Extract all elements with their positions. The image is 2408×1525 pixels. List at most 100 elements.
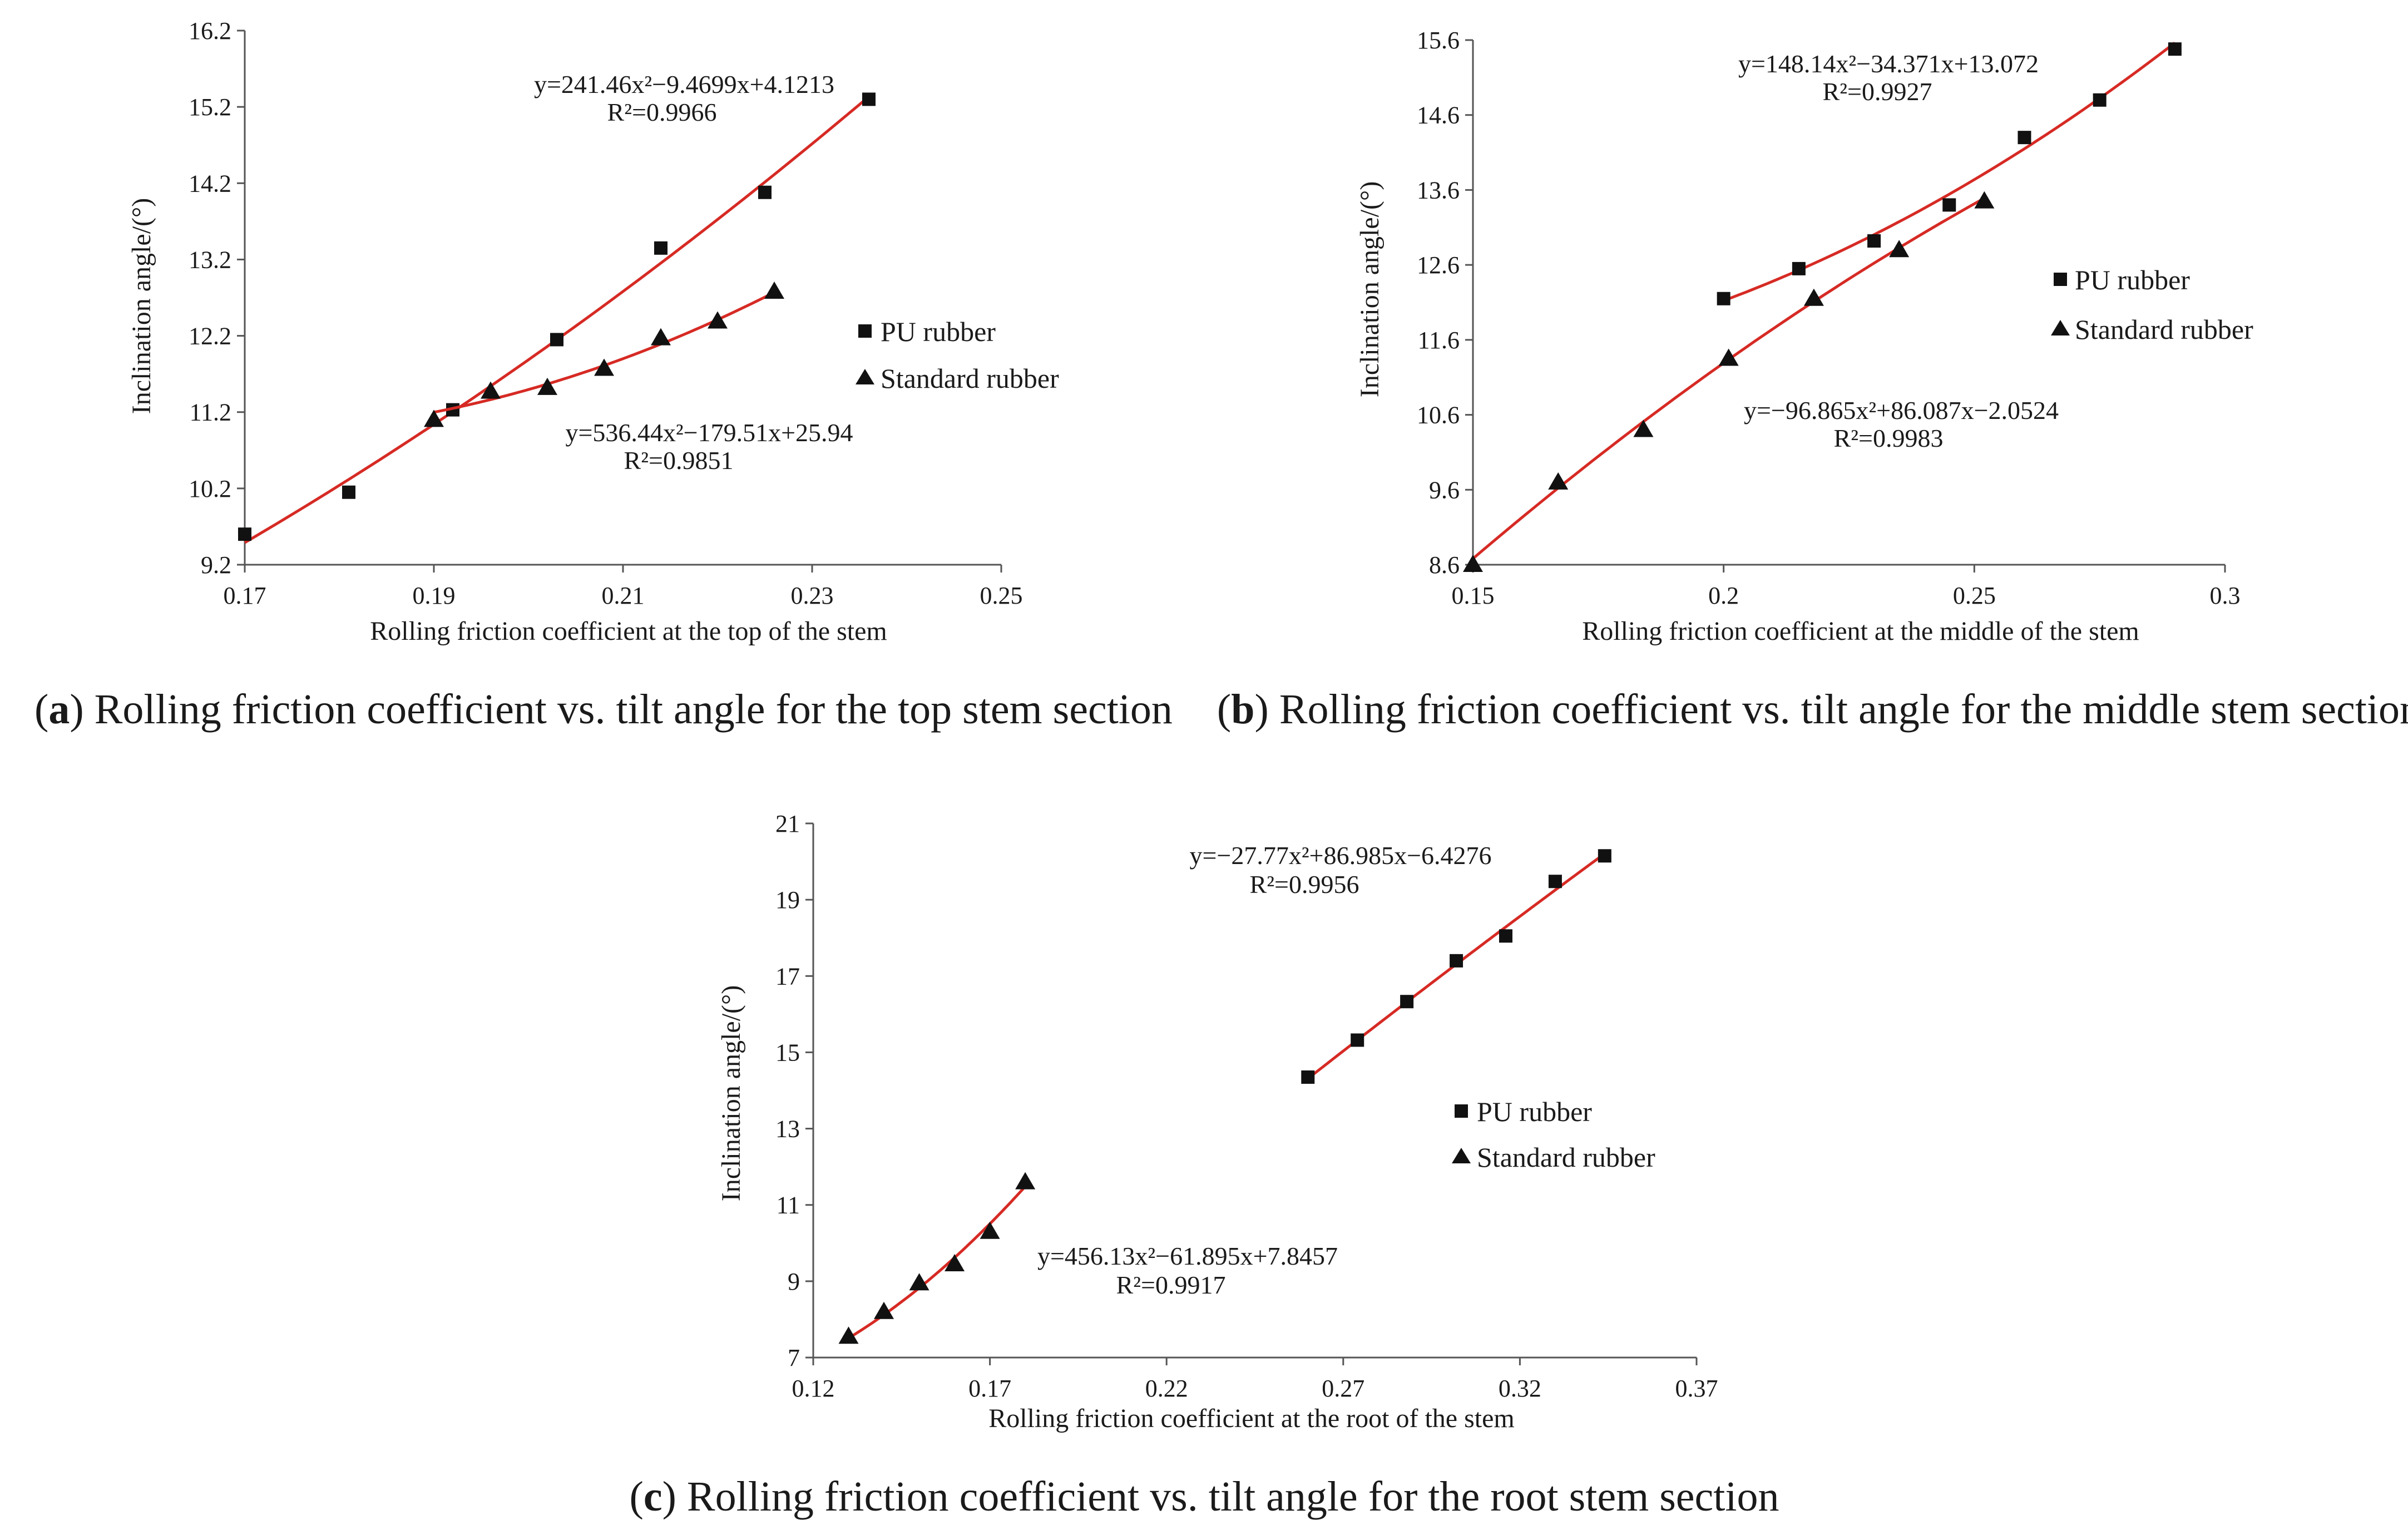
data-point-standard-rubber: [764, 282, 784, 299]
y-tick-label: 9: [788, 1268, 800, 1295]
panel-b-caption-letter: b: [1231, 686, 1254, 733]
y-tick-label: 11: [777, 1192, 800, 1219]
panel-c-caption-text: Rolling friction coefficient vs. tilt an…: [687, 1473, 1779, 1520]
panel-c-legend: PU rubber Standard rubber: [1452, 1096, 1655, 1173]
data-point-pu-rubber: [1400, 995, 1414, 1009]
data-point-standard-rubber: [1015, 1172, 1036, 1190]
x-tick-label: 0.3: [2210, 582, 2241, 609]
data-point-standard-rubber: [424, 409, 444, 427]
data-point-standard-rubber: [874, 1301, 894, 1319]
panel-a-chart: Inclination angle/(°) Rolling friction c…: [34, 17, 1173, 733]
y-tick-label: 14.6: [1417, 102, 1460, 129]
x-tick-label: 0.25: [1953, 582, 1996, 609]
panel-b-standard-r2: R²=0.9983: [1834, 424, 1944, 452]
legend-standard-marker: [1452, 1148, 1471, 1163]
y-tick-label: 8.6: [1429, 551, 1460, 579]
y-tick-label: 14.2: [189, 170, 231, 197]
fit-curve-standard-rubber: [848, 1185, 1026, 1340]
panel-a-caption-letter: a: [48, 686, 70, 733]
x-tick-label: 0.17: [968, 1375, 1011, 1402]
panel-c-chart: Inclination angle/(°) Rolling friction c…: [630, 810, 1779, 1520]
x-tick-label: 0.17: [224, 582, 266, 609]
data-point-standard-rubber: [708, 311, 728, 329]
data-point-pu-rubber: [342, 485, 355, 499]
y-tick-label: 15.2: [189, 93, 231, 121]
legend-pu-label: PU rubber: [881, 316, 996, 347]
y-tick-label: 16.2: [189, 17, 231, 45]
panel-b-pu-r2: R²=0.9927: [1823, 77, 1932, 106]
data-point-standard-rubber: [1803, 288, 1824, 306]
panel-a-caption: (a) Rolling friction coefficient vs. til…: [34, 686, 1173, 733]
panel-a-legend: PU rubber Standard rubber: [856, 316, 1059, 394]
data-point-pu-rubber: [2168, 42, 2182, 56]
data-point-pu-rubber: [238, 527, 251, 541]
data-point-pu-rubber: [862, 92, 876, 106]
data-point-pu-rubber: [1717, 292, 1730, 305]
panel-c-standard-r2: R²=0.9917: [1116, 1271, 1226, 1299]
data-point-pu-rubber: [1351, 1033, 1364, 1047]
data-point-standard-rubber: [1889, 240, 1910, 258]
y-tick-label: 9.6: [1429, 476, 1460, 504]
legend-pu-label: PU rubber: [2075, 264, 2190, 295]
x-tick-label: 0.27: [1322, 1375, 1364, 1402]
data-point-standard-rubber: [537, 377, 557, 395]
x-tick-label: 0.15: [1452, 582, 1495, 609]
y-tick-label: 13.2: [189, 246, 231, 273]
legend-pu-marker: [2054, 273, 2067, 286]
panel-c-ylabel: Inclination angle/(°): [716, 985, 746, 1201]
data-point-standard-rubber: [1548, 472, 1569, 490]
data-point-pu-rubber: [1942, 198, 1956, 212]
legend-pu-label: PU rubber: [1477, 1096, 1592, 1127]
panel-c-caption-letter: c: [644, 1473, 662, 1520]
y-tick-label: 10.2: [189, 475, 231, 502]
data-point-standard-rubber: [838, 1326, 859, 1344]
data-point-pu-rubber: [1499, 929, 1512, 943]
x-tick-label: 0.37: [1675, 1375, 1718, 1402]
y-tick-label: 12.2: [189, 323, 231, 350]
y-tick-label: 17: [775, 963, 800, 990]
panel-b-caption: (b) Rolling friction coefficient vs. til…: [1217, 686, 2408, 733]
legend-standard-marker: [2051, 320, 2070, 335]
data-point-pu-rubber: [2093, 93, 2107, 107]
x-tick-label: 0.12: [792, 1375, 835, 1402]
y-tick-label: 13: [775, 1116, 800, 1143]
data-point-standard-rubber: [945, 1254, 965, 1271]
legend-standard-label: Standard rubber: [881, 363, 1059, 394]
data-point-pu-rubber: [1598, 849, 1611, 863]
data-point-pu-rubber: [758, 185, 772, 199]
data-point-standard-rubber: [980, 1221, 1000, 1239]
panel-a-pu-equation: y=241.46x²−9.4699x+4.1213: [534, 70, 834, 98]
x-tick-label: 0.25: [980, 582, 1023, 609]
panel-c-pu-equation: y=−27.77x²+86.985x−6.4276: [1189, 841, 1491, 870]
data-point-standard-rubber: [1463, 555, 1483, 572]
panel-b-pu-equation: y=148.14x²−34.371x+13.072: [1738, 50, 2039, 78]
data-point-pu-rubber: [1867, 234, 1881, 248]
data-point-standard-rubber: [651, 328, 671, 346]
panel-b-standard-equation: y=−96.865x²+86.087x−2.0524: [1744, 396, 2059, 425]
x-tick-label: 0.22: [1145, 1375, 1188, 1402]
y-tick-label: 15.6: [1417, 27, 1460, 54]
y-tick-label: 21: [775, 810, 800, 837]
panel-c-caption: (c) Rolling friction coefficient vs. til…: [630, 1473, 1779, 1520]
data-point-standard-rubber: [594, 358, 614, 376]
x-tick-label: 0.2: [1708, 582, 1739, 609]
legend-pu-marker: [858, 324, 872, 338]
panel-a-ylabel: Inclination angle/(°): [127, 198, 156, 414]
panel-a-caption-text: Rolling friction coefficient vs. tilt an…: [95, 686, 1173, 733]
y-tick-label: 13.6: [1417, 176, 1460, 204]
data-point-pu-rubber: [1301, 1070, 1315, 1084]
data-point-pu-rubber: [1792, 261, 1806, 275]
panel-a-standard-r2: R²=0.9851: [624, 446, 734, 475]
y-tick-label: 15: [775, 1039, 800, 1066]
data-point-pu-rubber: [2018, 131, 2031, 145]
data-point-pu-rubber: [1450, 954, 1463, 968]
fit-curve-pu-rubber: [244, 95, 870, 544]
x-tick-label: 0.19: [413, 582, 456, 609]
fit-curve-pu-rubber: [1723, 42, 2176, 302]
panel-b-caption-text: Rolling friction coefficient vs. tilt an…: [1279, 686, 2408, 733]
x-tick-label: 0.21: [602, 582, 645, 609]
data-point-pu-rubber: [654, 241, 667, 255]
panel-b-legend: PU rubber Standard rubber: [2051, 264, 2253, 345]
y-tick-label: 12.6: [1417, 251, 1460, 279]
